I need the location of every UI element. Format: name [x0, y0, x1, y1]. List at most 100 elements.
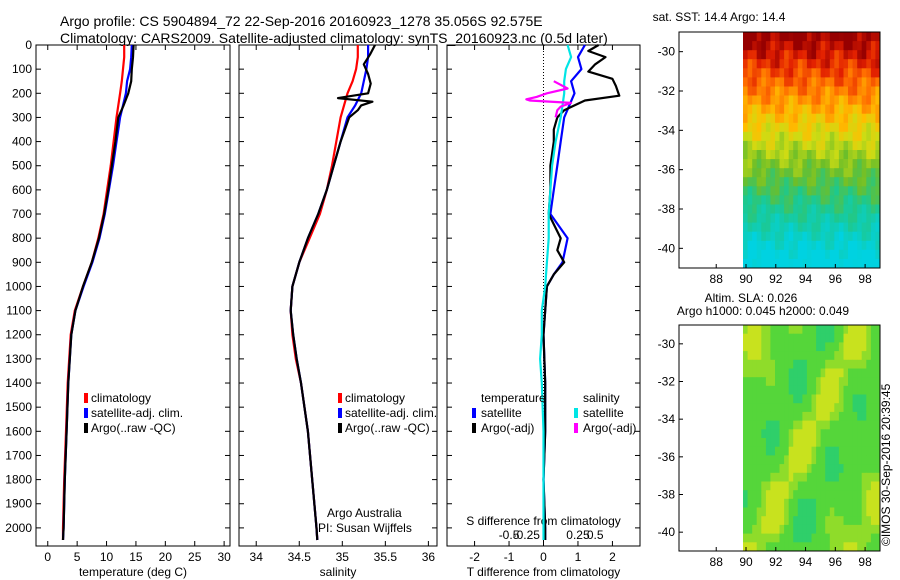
map-cell	[829, 59, 835, 69]
map-cell	[779, 507, 785, 517]
map-cell	[775, 32, 780, 42]
map-cell	[770, 222, 776, 233]
map-cell	[834, 59, 840, 69]
map-cell	[770, 204, 776, 214]
map-cell	[770, 446, 776, 456]
map-cell	[834, 258, 840, 269]
map-cell	[866, 231, 872, 242]
map-cell	[806, 231, 812, 242]
y-tick-label: 1800	[5, 473, 32, 487]
map-cell	[775, 533, 780, 543]
map-cell	[829, 325, 835, 335]
map-cell	[843, 446, 849, 456]
map-cell	[743, 177, 748, 187]
map-cell	[875, 77, 881, 87]
legend-swatch-satellite	[84, 408, 88, 418]
map-cell	[747, 41, 753, 51]
map-cell	[811, 258, 817, 269]
map-cell	[797, 438, 803, 448]
map-cell	[861, 231, 867, 242]
map-cell	[784, 131, 790, 142]
map-cell	[857, 446, 863, 456]
map-cell	[870, 359, 876, 369]
map-cell	[793, 516, 799, 526]
map-cell	[825, 204, 831, 214]
map-cell	[870, 325, 876, 335]
y-tick-label: 1400	[5, 376, 32, 390]
map-cell	[857, 403, 863, 413]
legend-label-sal-argo: Argo(-adj)	[583, 421, 636, 435]
map-cell	[866, 240, 872, 251]
map-cell	[779, 385, 785, 395]
map-cell	[806, 524, 812, 534]
map-cell	[861, 186, 867, 196]
map-cell	[747, 113, 753, 124]
map-cell	[793, 140, 799, 151]
map-cell	[857, 222, 863, 233]
map-cell	[802, 516, 808, 526]
map-cell	[820, 50, 826, 60]
map-cell	[843, 231, 849, 242]
map-cell	[747, 342, 753, 352]
map-cell	[797, 195, 803, 205]
map-cell	[861, 420, 867, 430]
map-cell	[793, 429, 799, 439]
map-cell	[747, 240, 753, 251]
map-cell	[834, 507, 840, 517]
map-cell	[834, 368, 840, 378]
map-cell	[770, 524, 776, 534]
map-cell	[861, 222, 867, 233]
map-cell	[816, 95, 822, 105]
map-cell	[848, 333, 853, 343]
map-cell	[761, 498, 767, 508]
map-cell	[875, 385, 881, 395]
map-cell	[861, 249, 867, 260]
profile-panel-3: -2 -1 0 1 2-0.5-0.25 0.250.5S difference from…	[446, 44, 641, 579]
map-cell	[747, 472, 753, 482]
map-cell	[752, 325, 758, 335]
map-cell	[816, 411, 822, 421]
map-cell	[765, 524, 771, 534]
map-cell	[775, 177, 780, 187]
map-cell	[838, 507, 844, 517]
map-cell	[752, 411, 758, 421]
map-cell	[747, 429, 753, 439]
map-cell	[752, 490, 758, 500]
map-cell	[775, 516, 780, 526]
map-cell	[848, 368, 853, 378]
map-cell	[857, 455, 863, 465]
map-cell	[870, 455, 876, 465]
map-cell	[811, 122, 817, 133]
map-cell	[838, 498, 844, 508]
map-cell	[829, 394, 835, 404]
map-cell	[811, 177, 817, 187]
map-cell	[747, 204, 753, 214]
map-cell	[816, 481, 822, 491]
map-cell	[761, 420, 767, 430]
map-cell	[788, 533, 794, 543]
map-cell	[834, 533, 840, 543]
map-cell	[875, 168, 881, 178]
map-cell	[747, 50, 753, 60]
map-cell	[784, 490, 790, 500]
map-cell	[852, 186, 858, 196]
map-cell	[852, 222, 858, 233]
map-cell	[852, 231, 858, 242]
map-cell	[857, 177, 863, 187]
map-cell	[852, 113, 858, 124]
map-cell	[756, 59, 762, 69]
map-cell	[747, 159, 753, 169]
map-cell	[784, 325, 790, 335]
map-cell	[743, 95, 748, 105]
series-line-salinity-argo-adj	[525, 80, 573, 118]
map-cell	[793, 186, 799, 196]
map-cell	[829, 68, 835, 78]
map-cell	[784, 542, 790, 552]
map-bottom-title-1: Altim. SLA: 0.026	[705, 291, 798, 305]
map-cell	[816, 177, 822, 187]
map-cell	[866, 258, 872, 269]
map-cell	[843, 213, 849, 223]
map-cell	[852, 438, 858, 448]
map-cell	[797, 333, 803, 343]
